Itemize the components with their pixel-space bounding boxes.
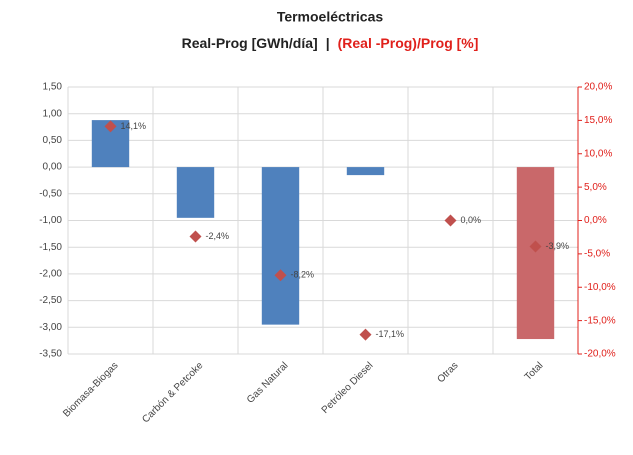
data-label: 0,0% xyxy=(461,215,482,225)
y2-tick-label: 10,0% xyxy=(584,148,612,159)
x-tick-label: Total xyxy=(523,360,546,383)
y2-tick-label: -20,0% xyxy=(584,349,616,360)
x-tick-label: Petróleo Diesel xyxy=(320,360,376,416)
y-tick-label: -3,50 xyxy=(39,349,62,360)
y-tick-label: 0,50 xyxy=(43,135,63,146)
bar xyxy=(516,167,555,340)
y-tick-label: -2,50 xyxy=(39,295,62,306)
x-tick-label: Carbón & Petcoke xyxy=(140,360,205,425)
marker xyxy=(359,328,372,341)
data-label: 14,1% xyxy=(121,121,147,131)
marker xyxy=(104,120,117,133)
y-tick-label: -2,00 xyxy=(39,269,62,280)
bar xyxy=(346,167,385,176)
y-tick-label: -1,00 xyxy=(39,215,62,226)
marker xyxy=(529,240,542,253)
y2-tick-label: 0,0% xyxy=(584,215,607,226)
y-tick-label: -3,00 xyxy=(39,322,62,333)
y2-tick-label: 15,0% xyxy=(584,115,612,126)
separator: | xyxy=(326,35,330,51)
y-tick-label: 1,00 xyxy=(43,108,63,119)
data-label: -2,4% xyxy=(206,231,230,241)
data-label: -3,9% xyxy=(546,241,570,251)
marker xyxy=(189,230,202,243)
y-tick-label: 1,50 xyxy=(43,82,63,93)
y2-tick-label: 5,0% xyxy=(584,182,607,193)
chart-subtitle: Real-Prog [GWh/día] | (Real -Prog)/Prog [%… xyxy=(182,35,479,51)
y2-tick-label: -10,0% xyxy=(584,282,616,293)
y-tick-label: -1,50 xyxy=(39,242,62,253)
y-tick-label: 0,00 xyxy=(43,162,63,173)
y2-tick-label: -15,0% xyxy=(584,315,616,326)
marker xyxy=(274,269,287,282)
y-axis-title: Real-Prog [GWh/día] xyxy=(182,35,318,51)
y2-tick-label: -5,0% xyxy=(584,249,610,260)
x-tick-label: Gas Natural xyxy=(245,360,291,406)
bar xyxy=(261,167,300,325)
data-label: -17,1% xyxy=(376,329,405,339)
x-tick-label: Otras xyxy=(435,360,460,385)
y2-axis-title: (Real -Prog)/Prog [%] xyxy=(338,35,479,51)
bar xyxy=(176,167,215,218)
y-tick-label: -0,50 xyxy=(39,188,62,199)
x-tick-label: Biomasa-Biogas xyxy=(61,360,120,419)
marker xyxy=(444,214,457,227)
data-label: -8,2% xyxy=(291,270,315,280)
chart-title: Termoeléctricas xyxy=(277,9,384,25)
y2-tick-label: 20,0% xyxy=(584,82,612,93)
